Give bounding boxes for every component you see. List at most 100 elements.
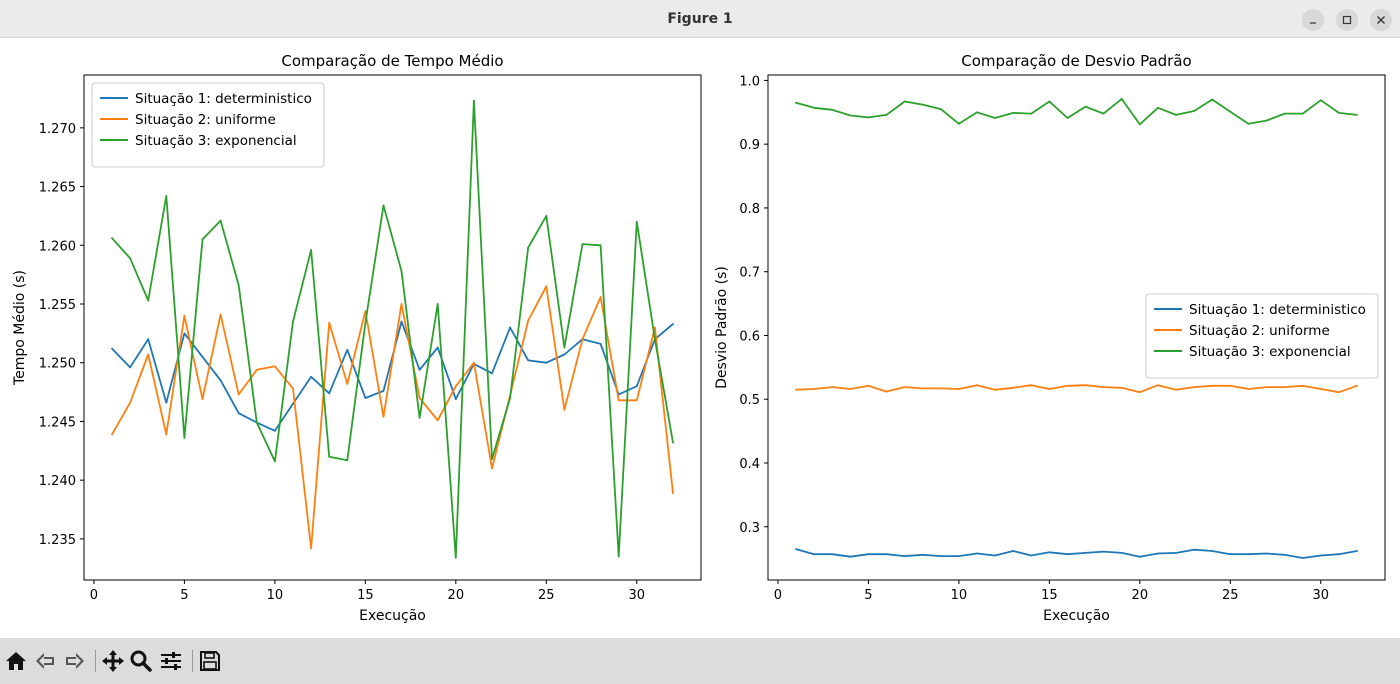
x-tick-label: 30 (628, 588, 645, 603)
x-tick-label: 25 (1222, 588, 1239, 603)
data-point (1193, 386, 1195, 388)
back-button[interactable] (32, 648, 58, 674)
data-point (1066, 117, 1069, 119)
data-point (545, 215, 548, 217)
data-point (795, 548, 797, 550)
data-point (994, 388, 996, 391)
data-point (418, 397, 421, 399)
close-icon (1377, 16, 1385, 24)
forward-button[interactable] (62, 648, 88, 674)
x-tick-label: 5 (180, 588, 188, 603)
data-point (328, 455, 331, 458)
data-point (903, 386, 906, 388)
minimize-button[interactable] (1302, 9, 1324, 31)
data-point (654, 326, 656, 329)
data-point (563, 346, 566, 349)
data-point (509, 397, 511, 399)
data-point (1356, 114, 1358, 116)
data-point (111, 433, 113, 436)
data-point (527, 319, 530, 322)
data-point (1229, 110, 1232, 113)
save-button[interactable] (197, 648, 223, 674)
y-tick-label: 1.235 (39, 533, 76, 548)
y-tick-label: 1.255 (39, 298, 76, 313)
y-tick-label: 1.240 (39, 474, 76, 489)
data-point (976, 111, 978, 114)
data-point (436, 346, 439, 349)
data-point (129, 366, 132, 369)
data-point (328, 321, 331, 324)
data-point (617, 399, 620, 402)
data-point (1193, 548, 1195, 551)
data-point (310, 375, 312, 378)
data-point (831, 108, 834, 111)
x-axis-label: Execução (1043, 608, 1110, 624)
series-line-1 (111, 320, 674, 432)
y-tick-label: 1.250 (39, 357, 76, 372)
data-point (1283, 386, 1286, 388)
data-point (1175, 552, 1177, 554)
data-point (328, 392, 331, 395)
data-point (795, 101, 797, 104)
data-point (921, 103, 924, 106)
figure-canvas[interactable]: Comparação de Tempo Médio 0 5 10 15 20 25 30 1.2… (0, 38, 1400, 638)
data-point (1012, 550, 1015, 552)
data-point (1319, 99, 1322, 102)
pan-icon (102, 650, 124, 672)
data-point (292, 402, 294, 405)
data-point (346, 459, 349, 462)
home-button[interactable] (3, 648, 29, 674)
data-point (831, 553, 834, 556)
maximize-button[interactable] (1336, 9, 1358, 31)
navigation-toolbar (0, 638, 1400, 684)
data-point (1229, 553, 1232, 556)
data-point (364, 397, 367, 399)
pan-button[interactable] (100, 648, 126, 674)
data-point (1102, 112, 1105, 115)
data-point (292, 387, 294, 390)
x-tick-label: 0 (774, 588, 782, 603)
data-point (1030, 384, 1033, 387)
series-line-3 (111, 99, 674, 559)
data-point (599, 296, 602, 298)
configure-subplots-button[interactable] (158, 648, 184, 674)
minimize-icon (1310, 22, 1316, 24)
legend-label: Situação 1: deterministico (135, 91, 312, 107)
data-point (219, 379, 222, 382)
data-point (201, 398, 204, 400)
data-point (921, 387, 924, 390)
data-point (147, 353, 150, 356)
close-button[interactable] (1370, 9, 1392, 31)
data-point (509, 326, 511, 329)
data-point (672, 323, 674, 325)
data-point (1265, 386, 1268, 388)
data-point (994, 117, 996, 119)
y-tick-label: 1.0 (739, 74, 760, 89)
data-point (219, 313, 222, 316)
save-icon (200, 651, 220, 671)
x-tick-label: 25 (538, 588, 555, 603)
data-point (1338, 391, 1340, 394)
data-point (939, 555, 942, 557)
data-point (1012, 112, 1015, 114)
data-point (1338, 112, 1340, 114)
data-point (111, 237, 113, 240)
data-point (849, 555, 852, 558)
configure-subplots-icon (161, 652, 181, 670)
data-point (921, 553, 924, 556)
data-point (147, 299, 150, 302)
data-point (418, 368, 421, 371)
toolbar-separator (192, 650, 193, 672)
series-line-2 (111, 285, 674, 550)
data-point (527, 246, 530, 249)
data-point (1157, 552, 1159, 555)
home-icon (6, 652, 26, 670)
y-tick-label: 0.6 (739, 329, 760, 344)
data-point (976, 552, 978, 555)
data-point (1157, 384, 1159, 387)
data-point (867, 553, 870, 556)
data-point (400, 320, 403, 323)
zoom-button[interactable] (128, 648, 154, 674)
data-point (1084, 105, 1087, 108)
data-point (255, 368, 258, 371)
